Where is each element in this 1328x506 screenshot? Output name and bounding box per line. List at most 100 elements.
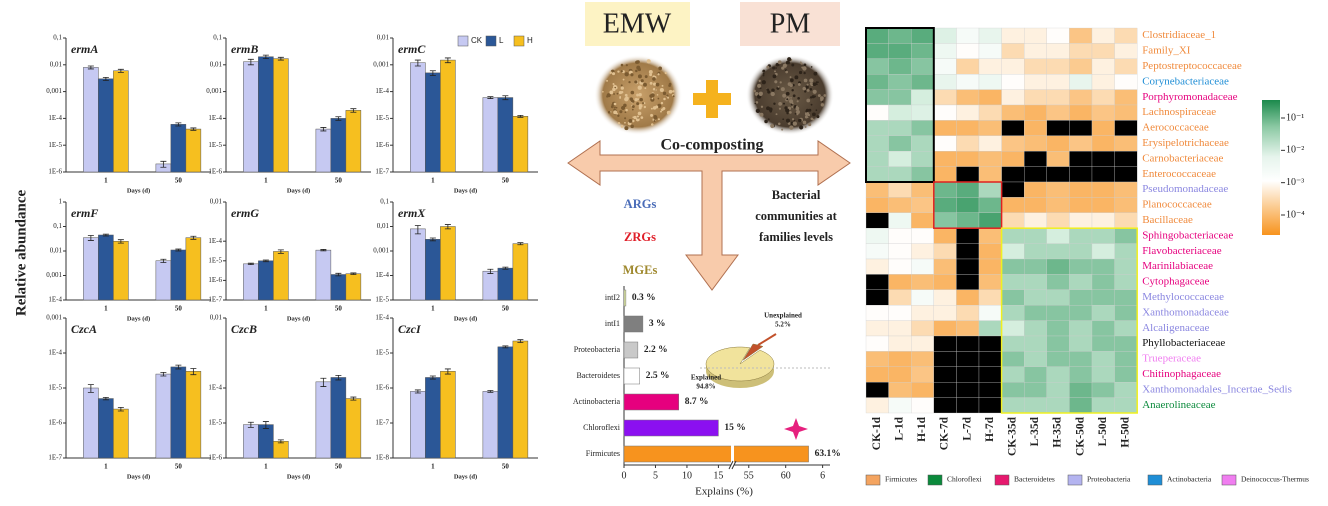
bar — [83, 67, 99, 173]
heat-cell — [978, 197, 1002, 213]
texture-dot — [804, 115, 808, 119]
heat-cell — [1001, 274, 1025, 290]
texture-dot — [622, 78, 625, 81]
heat-cell — [888, 89, 912, 106]
gene-group-label: MGEs — [623, 263, 658, 277]
texture-dot — [782, 63, 787, 68]
row-label: Family_XI — [1142, 45, 1191, 57]
pie-value-label: 5.2% — [775, 321, 791, 329]
texture-dot — [650, 107, 653, 110]
heat-cell — [911, 305, 934, 321]
heat-cell — [933, 151, 957, 167]
heat-cell — [865, 397, 889, 414]
bar — [98, 398, 114, 459]
bar — [155, 260, 172, 301]
texture-dot — [655, 82, 660, 87]
panel-title: ermA — [71, 42, 98, 56]
row-label: Phyllobacteriaceae — [1142, 337, 1225, 349]
heat-cell — [911, 74, 934, 90]
heat-cell — [1001, 335, 1025, 352]
error-bar — [190, 368, 197, 376]
x-axis-label: Days (d) — [127, 315, 150, 322]
heat-cell — [978, 258, 1002, 275]
x-tick-label: 0 — [622, 470, 627, 481]
texture-dot — [618, 90, 623, 95]
heat-cell — [1069, 151, 1093, 167]
heat-cell — [956, 212, 980, 229]
texture-dot — [789, 76, 792, 79]
heat-cell — [978, 181, 1002, 198]
legend-label: Bacteroidetes — [1014, 475, 1055, 484]
x-axis-label: Days (d) — [287, 315, 310, 322]
texture-dot — [795, 106, 800, 111]
heat-cell — [1114, 135, 1138, 152]
heat-cell — [1046, 228, 1070, 244]
texture-dot — [802, 86, 807, 91]
texture-dot — [785, 91, 790, 96]
texture-dot — [788, 99, 794, 104]
y-tick-label: 0,001 — [206, 87, 222, 95]
texture-dot — [807, 113, 810, 117]
heat-cell — [1114, 151, 1138, 167]
heat-cell — [1091, 228, 1115, 244]
texture-dot — [785, 70, 789, 74]
texture-dot — [648, 69, 653, 74]
texture-dot — [770, 91, 775, 97]
heat-cell — [1024, 135, 1047, 152]
heat-cell — [1069, 366, 1093, 383]
column-label: H-7d — [984, 416, 996, 442]
heat-cell — [888, 382, 912, 398]
heat-cell — [888, 212, 912, 229]
texture-dot — [759, 87, 762, 90]
texture-dot — [791, 88, 794, 92]
texture-dot — [631, 100, 635, 103]
texture-dot — [613, 102, 617, 106]
error-bar — [247, 58, 254, 66]
x-tick-label: 50 — [502, 463, 510, 471]
heat-cell — [933, 43, 957, 59]
texture-dot — [660, 110, 662, 113]
heat-cell — [888, 274, 912, 290]
heat-cell — [1069, 181, 1093, 198]
heat-cell — [1024, 104, 1047, 121]
heat-cell — [933, 120, 957, 136]
texture-dot — [779, 81, 782, 84]
texture-dot — [755, 108, 760, 113]
texture-dot — [616, 92, 619, 95]
texture-dot — [790, 78, 794, 83]
bar — [315, 128, 332, 173]
texture-dot — [625, 64, 628, 67]
legend-label: L — [499, 36, 504, 45]
error-bar — [335, 272, 342, 277]
heat-cell — [888, 74, 912, 90]
bar — [345, 110, 362, 173]
heat-cell — [956, 228, 980, 244]
heat-cell — [1024, 181, 1047, 198]
heat-cell — [1069, 351, 1093, 367]
heat-cell — [1069, 305, 1093, 321]
heat-cell — [1001, 320, 1025, 337]
y-tick-label: 1E-6 — [208, 454, 222, 462]
heat-cell — [1046, 243, 1070, 260]
heat-cell — [978, 212, 1002, 229]
row-label: Clostridiaceae_1 — [1142, 29, 1216, 41]
y-tick-label: 1E-4 — [375, 314, 389, 322]
row-label: Pseudomonadaceae — [1142, 183, 1228, 195]
error-bar — [444, 57, 451, 64]
texture-dot — [810, 103, 813, 106]
heat-cell — [1024, 89, 1047, 106]
texture-dot — [803, 71, 806, 75]
heat-cell — [911, 27, 934, 44]
heat-cell — [978, 335, 1002, 352]
y-tick-label: 1E-7 — [375, 168, 389, 176]
texture-dot — [786, 112, 789, 115]
bar — [497, 267, 514, 301]
heat-cell — [1091, 320, 1115, 337]
x-axis-label: Days (d) — [454, 473, 477, 480]
heat-cell — [956, 335, 980, 352]
bar — [98, 78, 114, 173]
leader-line — [757, 333, 777, 346]
bar — [512, 243, 529, 301]
value-label: 15 % — [724, 423, 745, 433]
heat-cell — [865, 197, 889, 213]
